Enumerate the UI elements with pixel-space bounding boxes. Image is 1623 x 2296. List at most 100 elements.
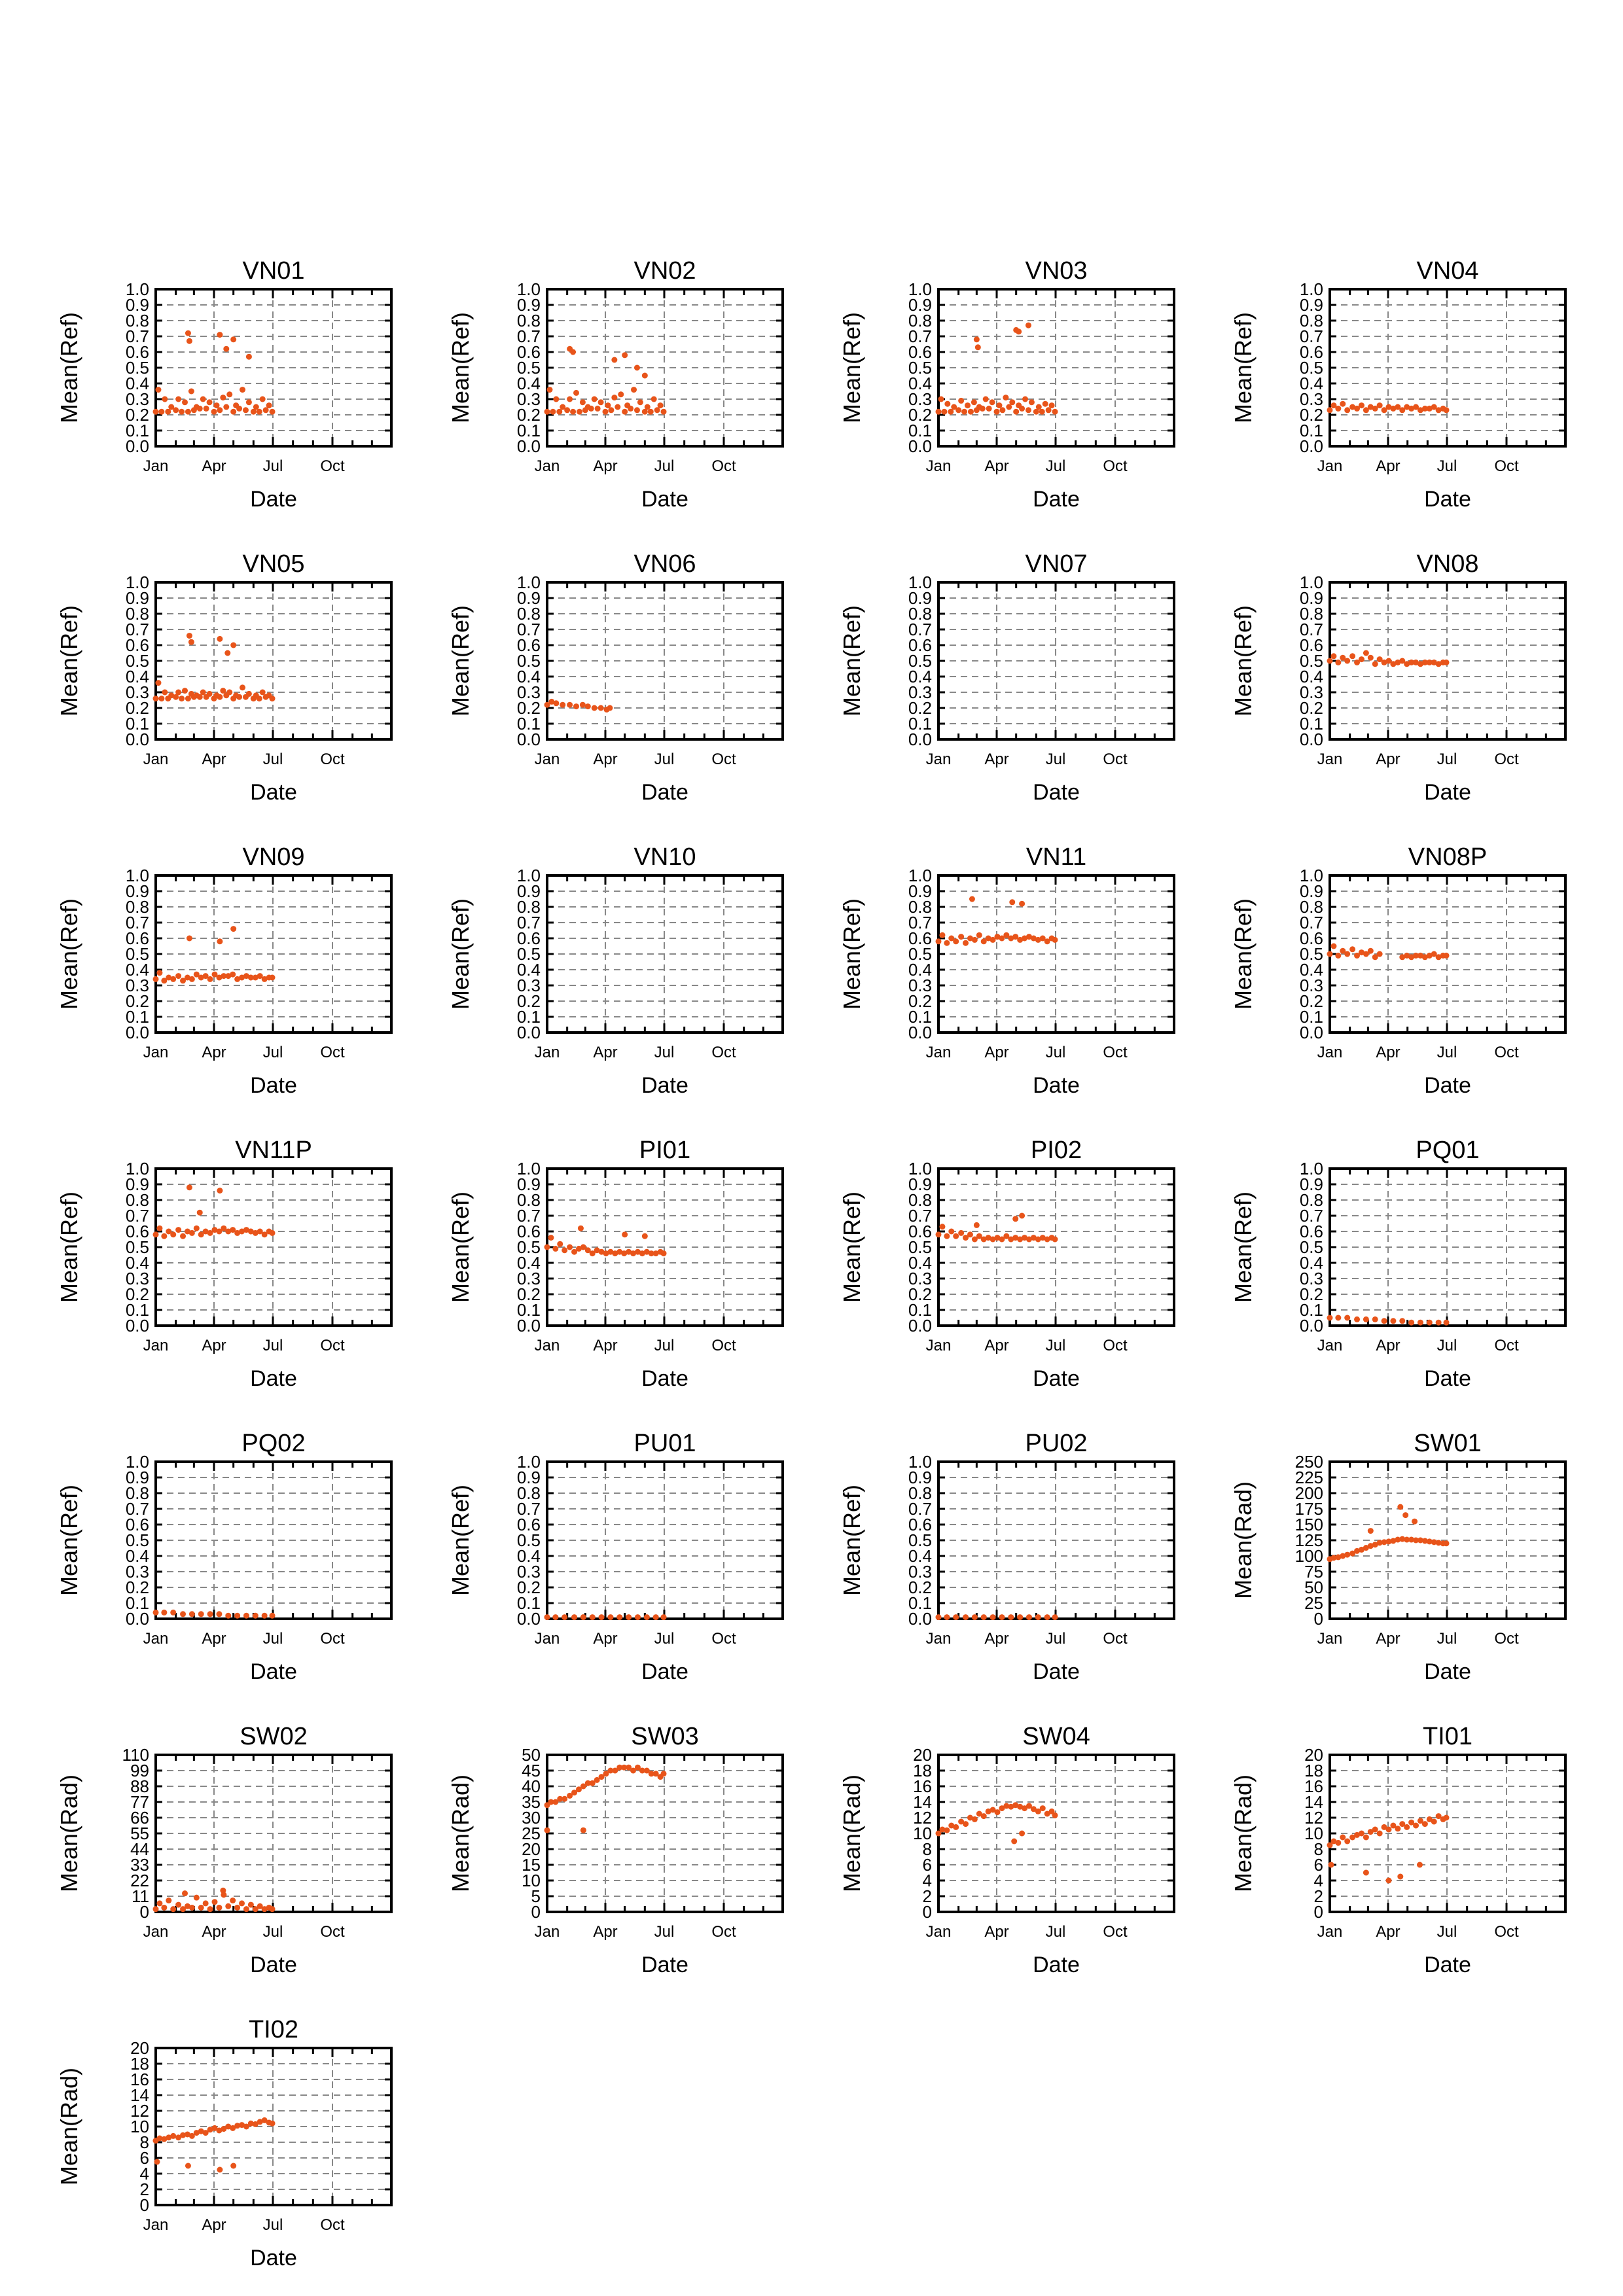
data-point	[256, 408, 262, 415]
y-tick-label: 0.7	[126, 1499, 149, 1519]
y-tick-label: 0.6	[908, 928, 932, 948]
data-point	[1026, 1803, 1032, 1809]
y-tick-label: 0.1	[517, 1007, 541, 1027]
data-point	[1390, 405, 1397, 412]
data-point	[1340, 654, 1346, 661]
y-tick-label: 1.0	[908, 1159, 932, 1178]
data-point	[980, 938, 987, 945]
y-tick-label: 0.1	[126, 1007, 149, 1027]
y-tick-label: 0.1	[908, 421, 932, 440]
data-point	[560, 404, 566, 410]
y-tick-label: 16	[913, 1776, 932, 1796]
data-point	[958, 1818, 965, 1825]
data-point	[1033, 408, 1039, 415]
data-point	[605, 402, 611, 409]
data-point	[211, 2125, 218, 2131]
data-point	[175, 1227, 182, 1233]
y-axis-label: Mean(Ref)	[56, 1485, 82, 1596]
x-tick-label: Apr	[593, 1630, 617, 1648]
data-point	[967, 1231, 973, 1238]
x-tick-label: Jul	[1046, 1630, 1066, 1648]
x-tick-label: Jul	[1046, 751, 1066, 768]
subplot-vn06: VN06 0.00.10.20.30.40.50.60.70.80.91.0 Jan…	[447, 550, 784, 805]
data-point	[1421, 1538, 1428, 1544]
y-tick-label: 0.6	[908, 342, 932, 362]
y-tick-label: 0.9	[517, 588, 541, 608]
data-point	[216, 1611, 223, 1617]
data-point	[1413, 659, 1419, 665]
x-tick-label: Oct	[320, 1337, 345, 1354]
data-point	[1330, 653, 1337, 660]
y-tick-label: 0.1	[517, 1593, 541, 1613]
x-tick-label: Apr	[202, 2216, 226, 2234]
data-point	[1372, 405, 1378, 412]
data-point	[152, 1906, 159, 1913]
subplot-title: TI02	[249, 2016, 298, 2043]
y-tick-label: 0.2	[1300, 991, 1323, 1011]
data-point	[652, 1250, 659, 1257]
data-point	[202, 2130, 209, 2136]
data-point	[239, 1900, 245, 1907]
data-point	[571, 1248, 578, 1255]
x-tick-label: Oct	[711, 1923, 736, 1941]
y-tick-label: 14	[913, 1792, 932, 1812]
data-point	[1408, 1536, 1415, 1543]
data-point	[660, 1614, 667, 1621]
data-point	[941, 408, 948, 415]
data-point	[266, 402, 272, 409]
data-point	[230, 1227, 236, 1233]
y-tick-label: 8	[923, 1839, 932, 1859]
x-tick-label: Jul	[654, 1630, 675, 1648]
data-point	[1372, 661, 1378, 667]
data-point	[234, 976, 241, 982]
y-tick-label: 0.2	[908, 698, 932, 718]
data-point	[1017, 1803, 1024, 1810]
y-tick-label: 66	[130, 1808, 149, 1828]
y-tick-label: 110	[122, 1745, 149, 1765]
data-point	[1035, 1236, 1041, 1243]
data-point	[1385, 1538, 1392, 1545]
x-tick-label: Oct	[1103, 1630, 1128, 1648]
data-point	[552, 1614, 559, 1621]
x-tick-label: Jul	[1437, 1337, 1457, 1354]
data-point	[247, 974, 254, 981]
data-point	[621, 1764, 628, 1771]
data-point	[1443, 1319, 1450, 1326]
y-tick-label: 35	[522, 1792, 541, 1812]
data-point	[1435, 1540, 1442, 1546]
x-tick-label: Jan	[1317, 1044, 1343, 1061]
data-point	[598, 1614, 605, 1621]
data-point	[584, 703, 591, 710]
axes-frame	[154, 2047, 393, 2206]
y-tick-label: 33	[130, 1855, 149, 1875]
data-point	[548, 1799, 554, 1805]
data-point	[935, 1830, 942, 1837]
data-point	[965, 402, 971, 409]
data-point	[1358, 1830, 1364, 1837]
y-tick-label: 1.0	[126, 866, 149, 885]
data-point	[256, 696, 262, 702]
y-axis-label: Mean(Ref)	[838, 605, 865, 716]
data-point	[1017, 1236, 1024, 1243]
data-point	[1367, 947, 1374, 954]
data-point	[186, 633, 192, 639]
y-tick-label: 12	[1304, 1808, 1323, 1828]
data-point	[166, 974, 172, 981]
data-point	[1417, 407, 1423, 414]
data-point	[220, 395, 226, 401]
y-tick-label: 0.3	[517, 1562, 541, 1581]
data-point	[603, 1771, 609, 1777]
data-point	[1412, 1518, 1418, 1525]
y-tick-label: 1.0	[126, 573, 149, 592]
data-point	[1381, 407, 1387, 414]
y-tick-label: 0.4	[517, 667, 541, 686]
x-tick-label: Jul	[1046, 1337, 1066, 1354]
data-point	[156, 2135, 163, 2142]
subplot-vn09: VN09 0.00.10.20.30.40.50.60.70.80.91.0 Jan…	[56, 843, 393, 1098]
x-tick-label: Apr	[984, 1923, 1008, 1941]
y-tick-label: 0.6	[1300, 342, 1323, 362]
data-point	[1395, 659, 1401, 665]
y-tick-label: 0.6	[517, 342, 541, 362]
data-point	[971, 399, 977, 406]
